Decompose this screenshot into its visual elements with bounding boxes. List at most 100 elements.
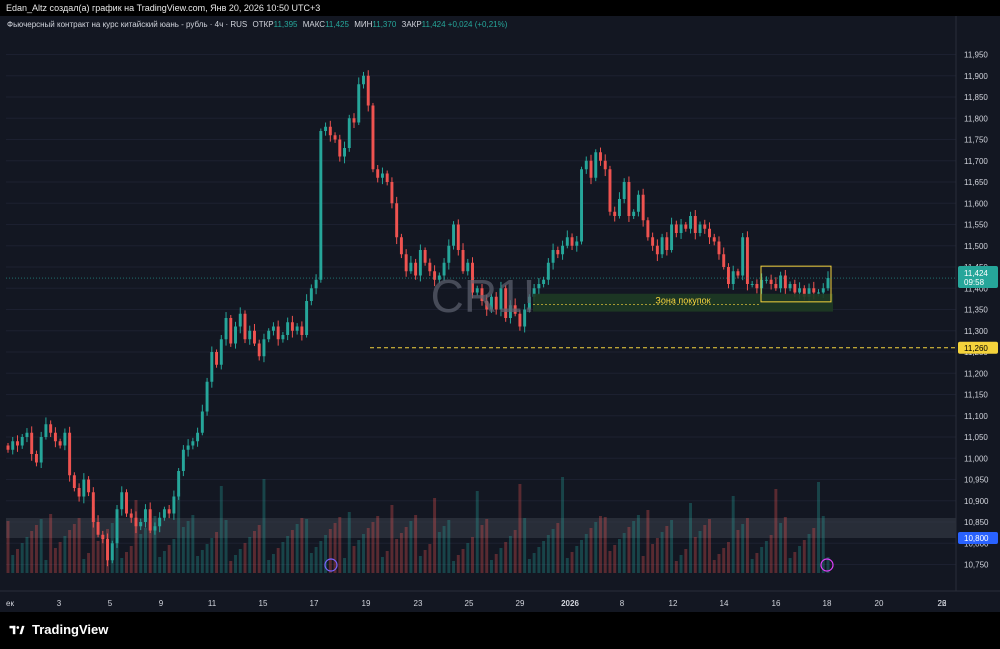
volume-bar: [186, 521, 190, 573]
volume-bar: [622, 533, 626, 573]
volume-bar: [357, 540, 361, 573]
candle-body: [523, 309, 527, 327]
candle-body: [745, 237, 749, 284]
candle-body: [134, 517, 138, 527]
volume-bar: [148, 522, 152, 573]
candle-body: [309, 288, 313, 301]
event-marker-icon: [324, 558, 338, 572]
candle-body: [798, 288, 802, 293]
candle-body: [399, 237, 403, 255]
volume-bar: [518, 484, 522, 573]
volume-bar: [689, 503, 693, 573]
candle-body: [475, 288, 479, 293]
x-tick-label: 15: [259, 599, 268, 608]
volume-bar: [447, 520, 451, 573]
volume-bar: [106, 529, 110, 573]
candle-body: [257, 343, 261, 357]
change-value: +0,024 (+0,21%): [447, 20, 508, 29]
candle-body: [736, 271, 740, 276]
volume-bar: [693, 537, 697, 573]
volume-bar: [68, 530, 72, 573]
candle-body: [25, 432, 29, 437]
candle-body: [333, 135, 337, 140]
candle-body: [584, 160, 588, 170]
volume-bar: [674, 561, 678, 573]
volume-bar: [523, 518, 527, 573]
volume-bar: [456, 555, 460, 573]
candle-body: [338, 139, 342, 157]
candle-body: [120, 492, 124, 510]
volume-bar: [229, 561, 233, 573]
volume-bar: [390, 505, 394, 573]
volume-bar: [181, 527, 185, 573]
candle-body: [63, 432, 67, 446]
volume-bar: [25, 537, 29, 573]
volume-bar: [442, 526, 446, 573]
brand-name: TradingView: [32, 622, 109, 637]
volume-bar: [248, 537, 252, 573]
high-label: МАКС: [302, 20, 326, 29]
volume-bar: [537, 547, 541, 573]
candle-body: [423, 250, 427, 263]
x-tick-label: 19: [362, 599, 371, 608]
candle-body: [106, 539, 110, 561]
volume-bar: [134, 500, 138, 573]
candle-body: [115, 509, 119, 544]
volume-bar: [143, 528, 147, 573]
volume-bar: [542, 541, 546, 573]
volume-bar: [793, 552, 797, 573]
volume-bar: [177, 493, 181, 573]
volume-bar: [96, 541, 100, 573]
x-tick-label: 20: [875, 599, 884, 608]
candle-body: [191, 441, 195, 446]
y-tick-label: 11,850: [964, 93, 988, 102]
candle-body: [96, 522, 100, 535]
x-tick-label: 29: [516, 599, 525, 608]
tradingview-logo[interactable]: TradingView: [8, 622, 108, 637]
volume-bar: [556, 523, 560, 573]
candle-body: [210, 352, 214, 382]
volume-bar: [565, 558, 569, 573]
volume-bar: [153, 516, 157, 573]
volume-bar: [257, 525, 261, 573]
x-tick-label: 25: [465, 599, 474, 608]
volume-bar: [224, 520, 228, 573]
volume-bar: [726, 542, 730, 573]
candle-body: [6, 445, 10, 450]
candle-body: [703, 224, 707, 229]
volume-bar: [172, 539, 176, 573]
candle-body: [77, 488, 81, 497]
volume-bar: [305, 519, 309, 573]
volume-bar: [641, 556, 645, 573]
candle-body: [11, 441, 15, 450]
volume-bar: [281, 542, 285, 573]
volume-bar: [376, 516, 380, 573]
candle-body: [679, 224, 683, 233]
candle-body: [385, 173, 389, 182]
volume-bar: [262, 479, 266, 573]
chart-frame[interactable]: Зона покупок CR1! 11,950 11,900 11,850 11,800…: [0, 16, 1000, 612]
candle-body: [494, 296, 498, 310]
attribution-text: Edan_Altz создал(а) график на TradingVie…: [6, 3, 321, 13]
volume-bar: [49, 514, 53, 573]
candle-body: [812, 288, 816, 293]
x-tick-label: 12: [669, 599, 678, 608]
level-badge-value: 11,260: [964, 344, 988, 353]
candle-body: [153, 526, 157, 531]
candle-body: [793, 284, 797, 293]
volume-bar: [409, 521, 413, 573]
volume-bar: [253, 531, 256, 573]
volume-bar: [385, 551, 389, 573]
x-tick-label: ек: [6, 599, 14, 608]
volume-bar: [508, 536, 512, 573]
candle-body: [537, 284, 541, 289]
volume-bar: [309, 553, 313, 573]
price-chart[interactable]: Зона покупок CR1! 11,950 11,900 11,850 11,800…: [0, 16, 1000, 612]
candle-body: [532, 288, 536, 297]
candle-body: [181, 449, 185, 471]
volume-bar: [499, 548, 503, 573]
volume-bar: [276, 548, 280, 573]
volume-bar: [613, 545, 617, 573]
candle-body: [447, 245, 451, 263]
volume-bar: [466, 543, 470, 573]
